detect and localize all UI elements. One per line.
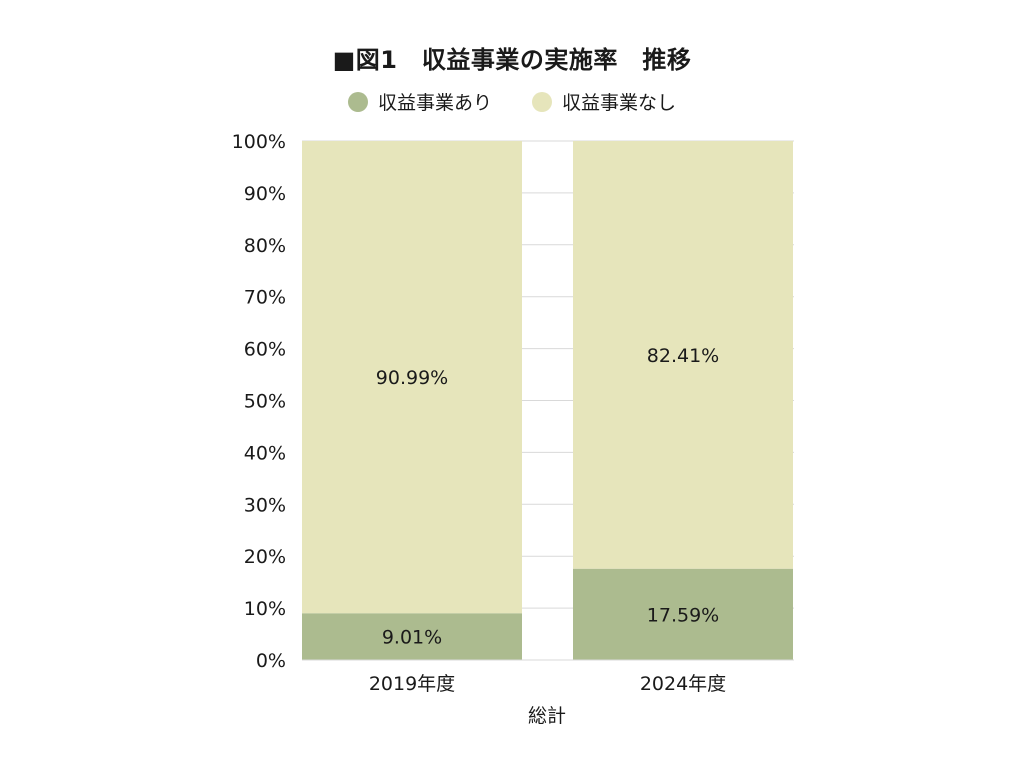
y-axis: 0% 10% 20% 30% 40% 50% 60% 70% 80% 90% 100% (232, 131, 286, 672)
data-label: 90.99% (376, 367, 448, 389)
bar-segment (302, 613, 522, 660)
y-tick-label: 30% (244, 494, 286, 516)
bar-segment (573, 568, 793, 660)
y-tick-label: 70% (244, 287, 286, 309)
x-axis-title: 総計 (528, 705, 566, 727)
bar-segment (302, 141, 522, 614)
legend-label-with-revenue: 収益事業あり (377, 92, 492, 114)
legend-label-without-revenue: 収益事業なし (562, 92, 677, 114)
y-tick-label: 40% (244, 442, 286, 464)
legend: 収益事業あり 収益事業なし (0, 88, 1024, 115)
x-tick-label: 2019年度 (369, 673, 455, 695)
y-tick-label: 80% (244, 235, 286, 257)
bar-segment (573, 141, 793, 569)
y-tick-label: 90% (244, 183, 286, 205)
legend-swatch-with-revenue (347, 91, 368, 112)
y-tick-label: 60% (244, 339, 286, 361)
data-label: 82.41% (647, 345, 719, 367)
y-tick-label: 10% (244, 598, 286, 620)
y-tick-label: 100% (232, 131, 286, 153)
x-tick-label: 2024年度 (640, 673, 726, 695)
data-label: 9.01% (382, 627, 442, 649)
bars (302, 141, 793, 660)
y-tick-label: 20% (244, 546, 286, 568)
legend-item-with-revenue: 収益事業あり (347, 88, 492, 115)
legend-swatch-without-revenue (532, 91, 552, 112)
y-tick-label: 50% (244, 391, 286, 413)
x-axis: 2019年度 2024年度 (302, 659, 794, 695)
data-label: 17.59% (647, 604, 719, 626)
y-tick-label: 0% (256, 650, 286, 672)
data-labels: 9.01% 90.99% 17.59% 82.41% (376, 345, 719, 649)
legend-item-without-revenue: 収益事業なし (532, 88, 676, 115)
chart-title: ■図1 収益事業の実施率 推移 (332, 46, 692, 74)
